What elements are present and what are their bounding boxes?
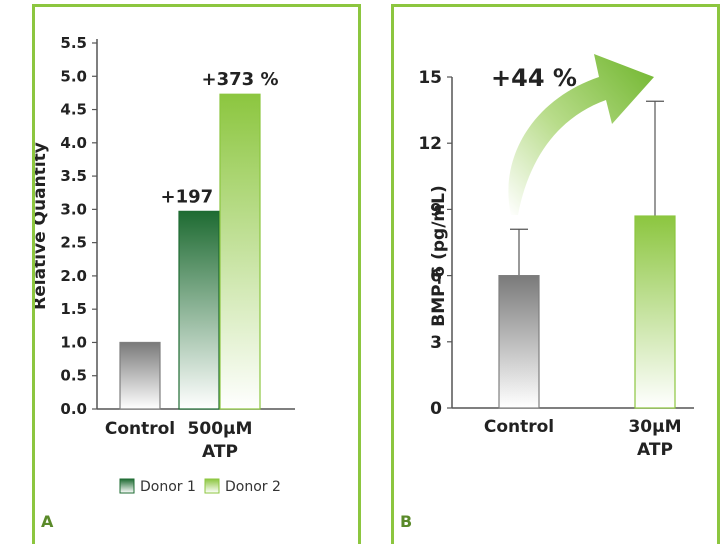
x-category-label: ATP	[637, 440, 673, 460]
bar-donor-1	[178, 210, 220, 410]
y-tick-label: 3.0	[60, 200, 87, 218]
bar-control	[498, 275, 540, 409]
y-tick-label: 2.0	[60, 267, 87, 285]
panel-letter-a: A	[41, 512, 54, 531]
bar-annotation: +373 %	[202, 69, 279, 90]
y-tick-label: 0	[430, 399, 442, 419]
panel-a: 5.5 5.0 4.5 4.0 3.5 3.0 2.5 2.0 1.5 1.0 0.5 0.0 Rel…	[32, 4, 361, 544]
y-tick-label: 9	[430, 200, 442, 220]
legend-swatch	[119, 478, 135, 494]
bar-control	[119, 341, 161, 410]
x-category-label: Control	[105, 419, 175, 439]
legend-label: Donor 1	[140, 479, 196, 495]
x-category-label: Control	[484, 417, 554, 437]
panel-b: 15 12 9 6 3 0 BMP-6 (pg/mL) Control 30µM ATP +4…	[391, 4, 720, 544]
y-tick-label: 6	[430, 267, 442, 287]
y-tick-label: 15	[418, 68, 442, 88]
chart-b-svg: 15 12 9 6 3 0 BMP-6 (pg/mL) Control 30µM ATP +4…	[400, 54, 694, 531]
y-tick-label: 3.5	[60, 167, 87, 185]
y-tick-label: 12	[418, 134, 442, 154]
y-tick-label: 5.0	[60, 67, 87, 85]
y-tick-label: 1.0	[60, 333, 87, 351]
x-category-label: ATP	[202, 442, 238, 462]
panel-letter-b: B	[400, 512, 412, 531]
x-category-label: 30µM	[628, 417, 681, 437]
bar-donor-2	[219, 93, 261, 410]
increase-annotation: +44 %	[491, 64, 577, 92]
bar-annotation: +197 %	[161, 186, 238, 207]
y-tick-label: 1.5	[60, 300, 87, 318]
y-tick-label: 4.5	[60, 101, 87, 119]
y-tick-label: 4.0	[60, 134, 87, 152]
y-tick-label: 2.5	[60, 234, 87, 252]
bar-atp	[634, 215, 676, 409]
increase-arrow-icon	[508, 54, 654, 215]
chart-a-svg: 5.5 5.0 4.5 4.0 3.5 3.0 2.5 2.0 1.5 1.0 0.5 0.0 Rel…	[35, 34, 295, 531]
x-category-label: 500µM	[188, 419, 253, 439]
y-tick-label: 5.5	[60, 34, 87, 52]
y-tick-label: 0.5	[60, 367, 87, 385]
y-tick-label: 0.0	[60, 400, 87, 418]
y-axis-label: BMP-6 (pg/mL)	[429, 185, 449, 326]
y-axis-label: Relative Quantity	[35, 142, 50, 310]
legend-swatch	[204, 478, 220, 494]
legend-label: Donor 2	[225, 479, 281, 495]
y-tick-label: 3	[430, 333, 442, 353]
